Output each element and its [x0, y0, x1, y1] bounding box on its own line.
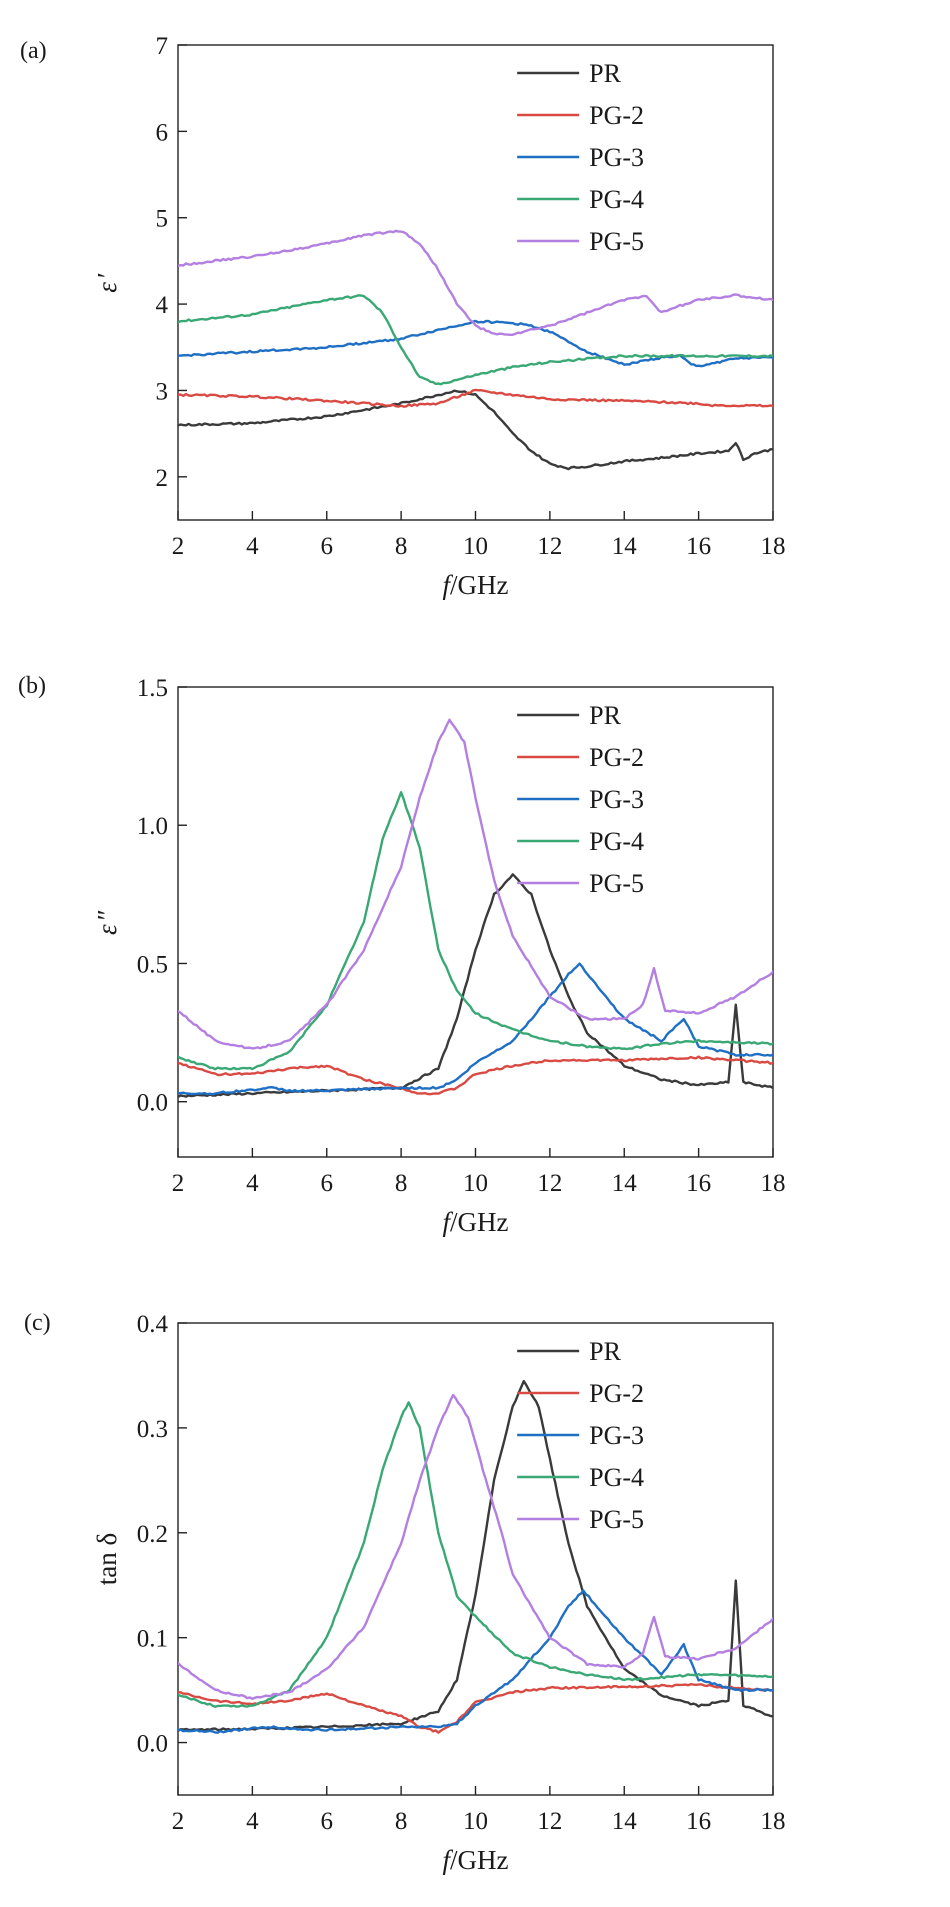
series-line-pr [178, 873, 773, 1098]
x-tick-label: 6 [321, 1170, 334, 1197]
x-tick-label: 14 [612, 1170, 638, 1197]
x-tick-label: 4 [246, 1170, 259, 1197]
series-line-pg-2 [178, 1055, 773, 1096]
x-axis-title: f/GHz [443, 570, 509, 600]
series-line-pr [178, 389, 773, 471]
legend-label-pg-3: PG-3 [589, 785, 644, 814]
legend-label-pg-5: PG-5 [589, 869, 644, 898]
legend-label-pr: PR [589, 1337, 621, 1366]
y-axis-title-symbol: tan δ [92, 1533, 122, 1585]
x-axis-title-variable: f [443, 570, 454, 600]
panel-label: (c) [24, 1310, 51, 1336]
y-tick-label: 0.4 [137, 1311, 169, 1338]
legend-label-pr: PR [589, 701, 621, 730]
panel-label: (a) [20, 38, 47, 64]
y-tick-label: 6 [156, 119, 169, 146]
x-axis-title-variable: f [443, 1207, 454, 1237]
legend-label-pg-5: PG-5 [589, 227, 644, 256]
x-tick-label: 10 [463, 1170, 488, 1197]
legend-label-pg-4: PG-4 [589, 1463, 644, 1492]
x-tick-label: 6 [321, 533, 334, 560]
x-tick-label: 16 [686, 1170, 711, 1197]
y-tick-label: 2 [156, 465, 169, 492]
series-line-pg-2 [178, 1683, 773, 1734]
y-tick-label: 0.0 [137, 1090, 168, 1117]
x-tick-label: 8 [395, 1808, 408, 1835]
x-axis-title-unit: /GHz [450, 570, 508, 600]
x-tick-label: 14 [612, 533, 638, 560]
x-tick-label: 2 [172, 1808, 185, 1835]
plot-frame [177, 1322, 774, 1796]
y-tick-label: 4 [156, 292, 169, 319]
legend-label-pg-2: PG-2 [589, 1379, 644, 1408]
series-line-pg-2 [178, 388, 773, 408]
y-axis-title-symbol: ε [92, 924, 122, 935]
x-tick-label: 6 [321, 1808, 334, 1835]
series-line-pg-5 [178, 718, 773, 1050]
y-tick-label: 1.5 [137, 675, 168, 702]
y-tick-label: 7 [156, 33, 169, 60]
x-tick-label: 4 [246, 533, 259, 560]
x-tick-label: 4 [246, 1808, 259, 1835]
x-axis-title: f/GHz [443, 1207, 509, 1237]
chart-panel-1: (a)2 4 6 8 10 12 14 16 18234567f/GHzε′PRPG-2PG-3… [20, 33, 786, 600]
x-tick-label: 2 [172, 1170, 185, 1197]
legend-label-pr: PR [589, 59, 621, 88]
y-axis-title: ε″ [92, 909, 122, 935]
x-axis-title: f/GHz [443, 1845, 509, 1875]
legend-label-pg-3: PG-3 [589, 1421, 644, 1450]
x-tick-label: 12 [537, 1170, 562, 1197]
x-tick-label: 12 [537, 533, 562, 560]
legend-label-pg-4: PG-4 [589, 827, 644, 856]
legend-label-pg-2: PG-2 [589, 101, 644, 130]
series-line-pr [178, 1379, 773, 1732]
plot-frame [177, 44, 774, 521]
legend-label-pg-4: PG-4 [589, 185, 644, 214]
legend-label-pg-3: PG-3 [589, 143, 644, 172]
series-line-pg-3 [178, 319, 773, 368]
y-tick-label: 0.3 [137, 1416, 168, 1443]
x-tick-label: 2 [172, 533, 185, 560]
x-axis-title-unit: /GHz [450, 1845, 508, 1875]
x-tick-label: 8 [395, 1170, 408, 1197]
x-axis-title-unit: /GHz [450, 1207, 508, 1237]
x-tick-label: 14 [612, 1808, 638, 1835]
x-tick-label: 18 [761, 1170, 786, 1197]
x-tick-label: 10 [463, 1808, 488, 1835]
x-tick-label: 18 [761, 1808, 786, 1835]
y-tick-label: 0.2 [137, 1521, 168, 1548]
x-tick-label: 12 [537, 1808, 562, 1835]
series-line-pg-4 [178, 1401, 773, 1708]
series-line-pg-3 [178, 962, 773, 1096]
x-tick-label: 16 [686, 1808, 711, 1835]
y-tick-label: 5 [156, 206, 169, 233]
y-axis-title: ε′ [92, 272, 122, 293]
legend-label-pg-2: PG-2 [589, 743, 644, 772]
legend-label-pg-5: PG-5 [589, 1505, 644, 1534]
y-tick-label: 0.1 [137, 1626, 168, 1653]
y-axis-title-mark: ′ [92, 272, 122, 278]
series-line-pg-4 [178, 294, 773, 386]
y-axis-title: tan δ [92, 1533, 122, 1585]
x-tick-label: 8 [395, 533, 408, 560]
chart-panel-3: (c) 2 4 6 8 10 12 14 16 18 0.0 0.1 0.2 0.3 0.4 f/GHz tan… [24, 1310, 786, 1875]
series-line-pg-5 [178, 229, 773, 336]
x-tick-label: 16 [686, 533, 711, 560]
x-tick-label: 18 [761, 533, 786, 560]
y-tick-label: 3 [156, 378, 169, 405]
y-axis-title-mark: ″ [92, 909, 122, 920]
y-tick-label: 1.0 [137, 813, 168, 840]
chart-panel-2: (b)2 4 6 8 10 12 14 16 180.00.51.01.5f/GHzε″PRPG… [18, 673, 786, 1237]
series-line-pg-4 [178, 791, 773, 1071]
plot-frame [177, 686, 774, 1158]
x-axis-title-variable: f [443, 1845, 454, 1875]
series-line-pg-5 [178, 1393, 773, 1700]
panel-label: (b) [18, 673, 46, 699]
series-line-pg-3 [178, 1589, 773, 1734]
y-tick-label: 0.0 [137, 1731, 168, 1758]
x-tick-label: 10 [463, 533, 488, 560]
y-tick-label: 0.5 [137, 951, 168, 978]
y-axis-title-symbol: ε [92, 282, 122, 293]
